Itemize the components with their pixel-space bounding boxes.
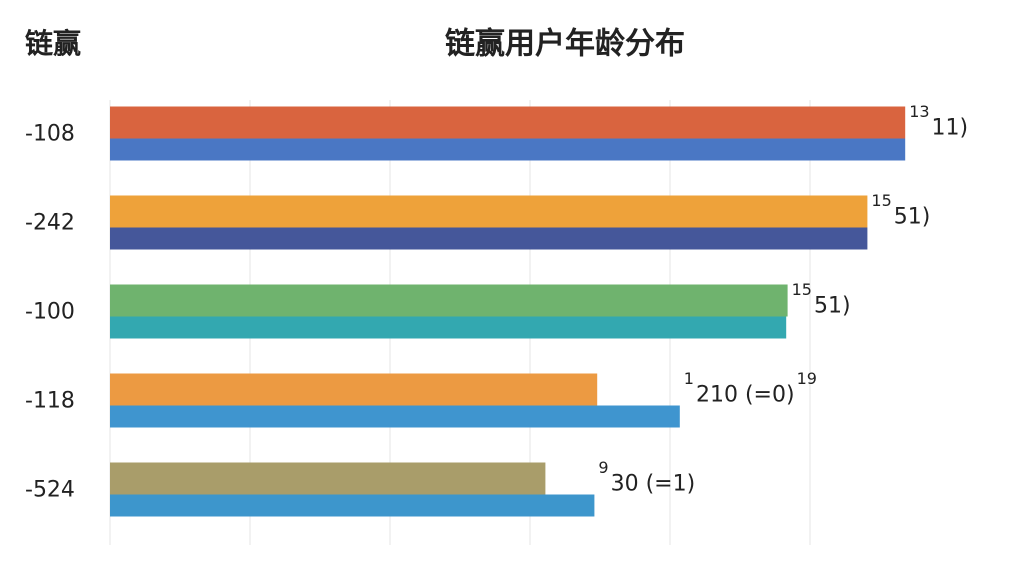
- bar: [110, 195, 868, 228]
- bar: [110, 227, 868, 250]
- y-tick-label: -524: [25, 478, 75, 503]
- annotation: 15: [871, 191, 891, 210]
- y-tick-label: -118: [25, 389, 75, 414]
- annotation: 51): [894, 205, 931, 230]
- bar: [110, 138, 906, 161]
- annotation: 19: [797, 369, 817, 388]
- annotation: 15: [792, 280, 812, 299]
- bar: [110, 106, 906, 139]
- bar: [110, 405, 680, 428]
- bar: [110, 284, 788, 317]
- annotation: 13: [909, 102, 929, 121]
- chart-title: 链赢用户年龄分布: [445, 27, 685, 62]
- annotation: 51): [814, 294, 851, 319]
- bar: [110, 316, 787, 339]
- annotation: 9: [598, 458, 608, 477]
- annotation: 11): [932, 116, 969, 141]
- bar: [110, 373, 598, 406]
- annotation: 210 (=0): [696, 383, 795, 408]
- annotation: 30 (=1): [611, 472, 696, 497]
- annotation: 1: [684, 369, 694, 388]
- y-tick-label: -100: [25, 300, 75, 325]
- bar: [110, 462, 546, 495]
- corner-title: 链赢: [25, 27, 81, 60]
- bar: [110, 494, 595, 517]
- y-tick-label: -108: [25, 122, 75, 147]
- y-tick-label: -242: [25, 211, 75, 236]
